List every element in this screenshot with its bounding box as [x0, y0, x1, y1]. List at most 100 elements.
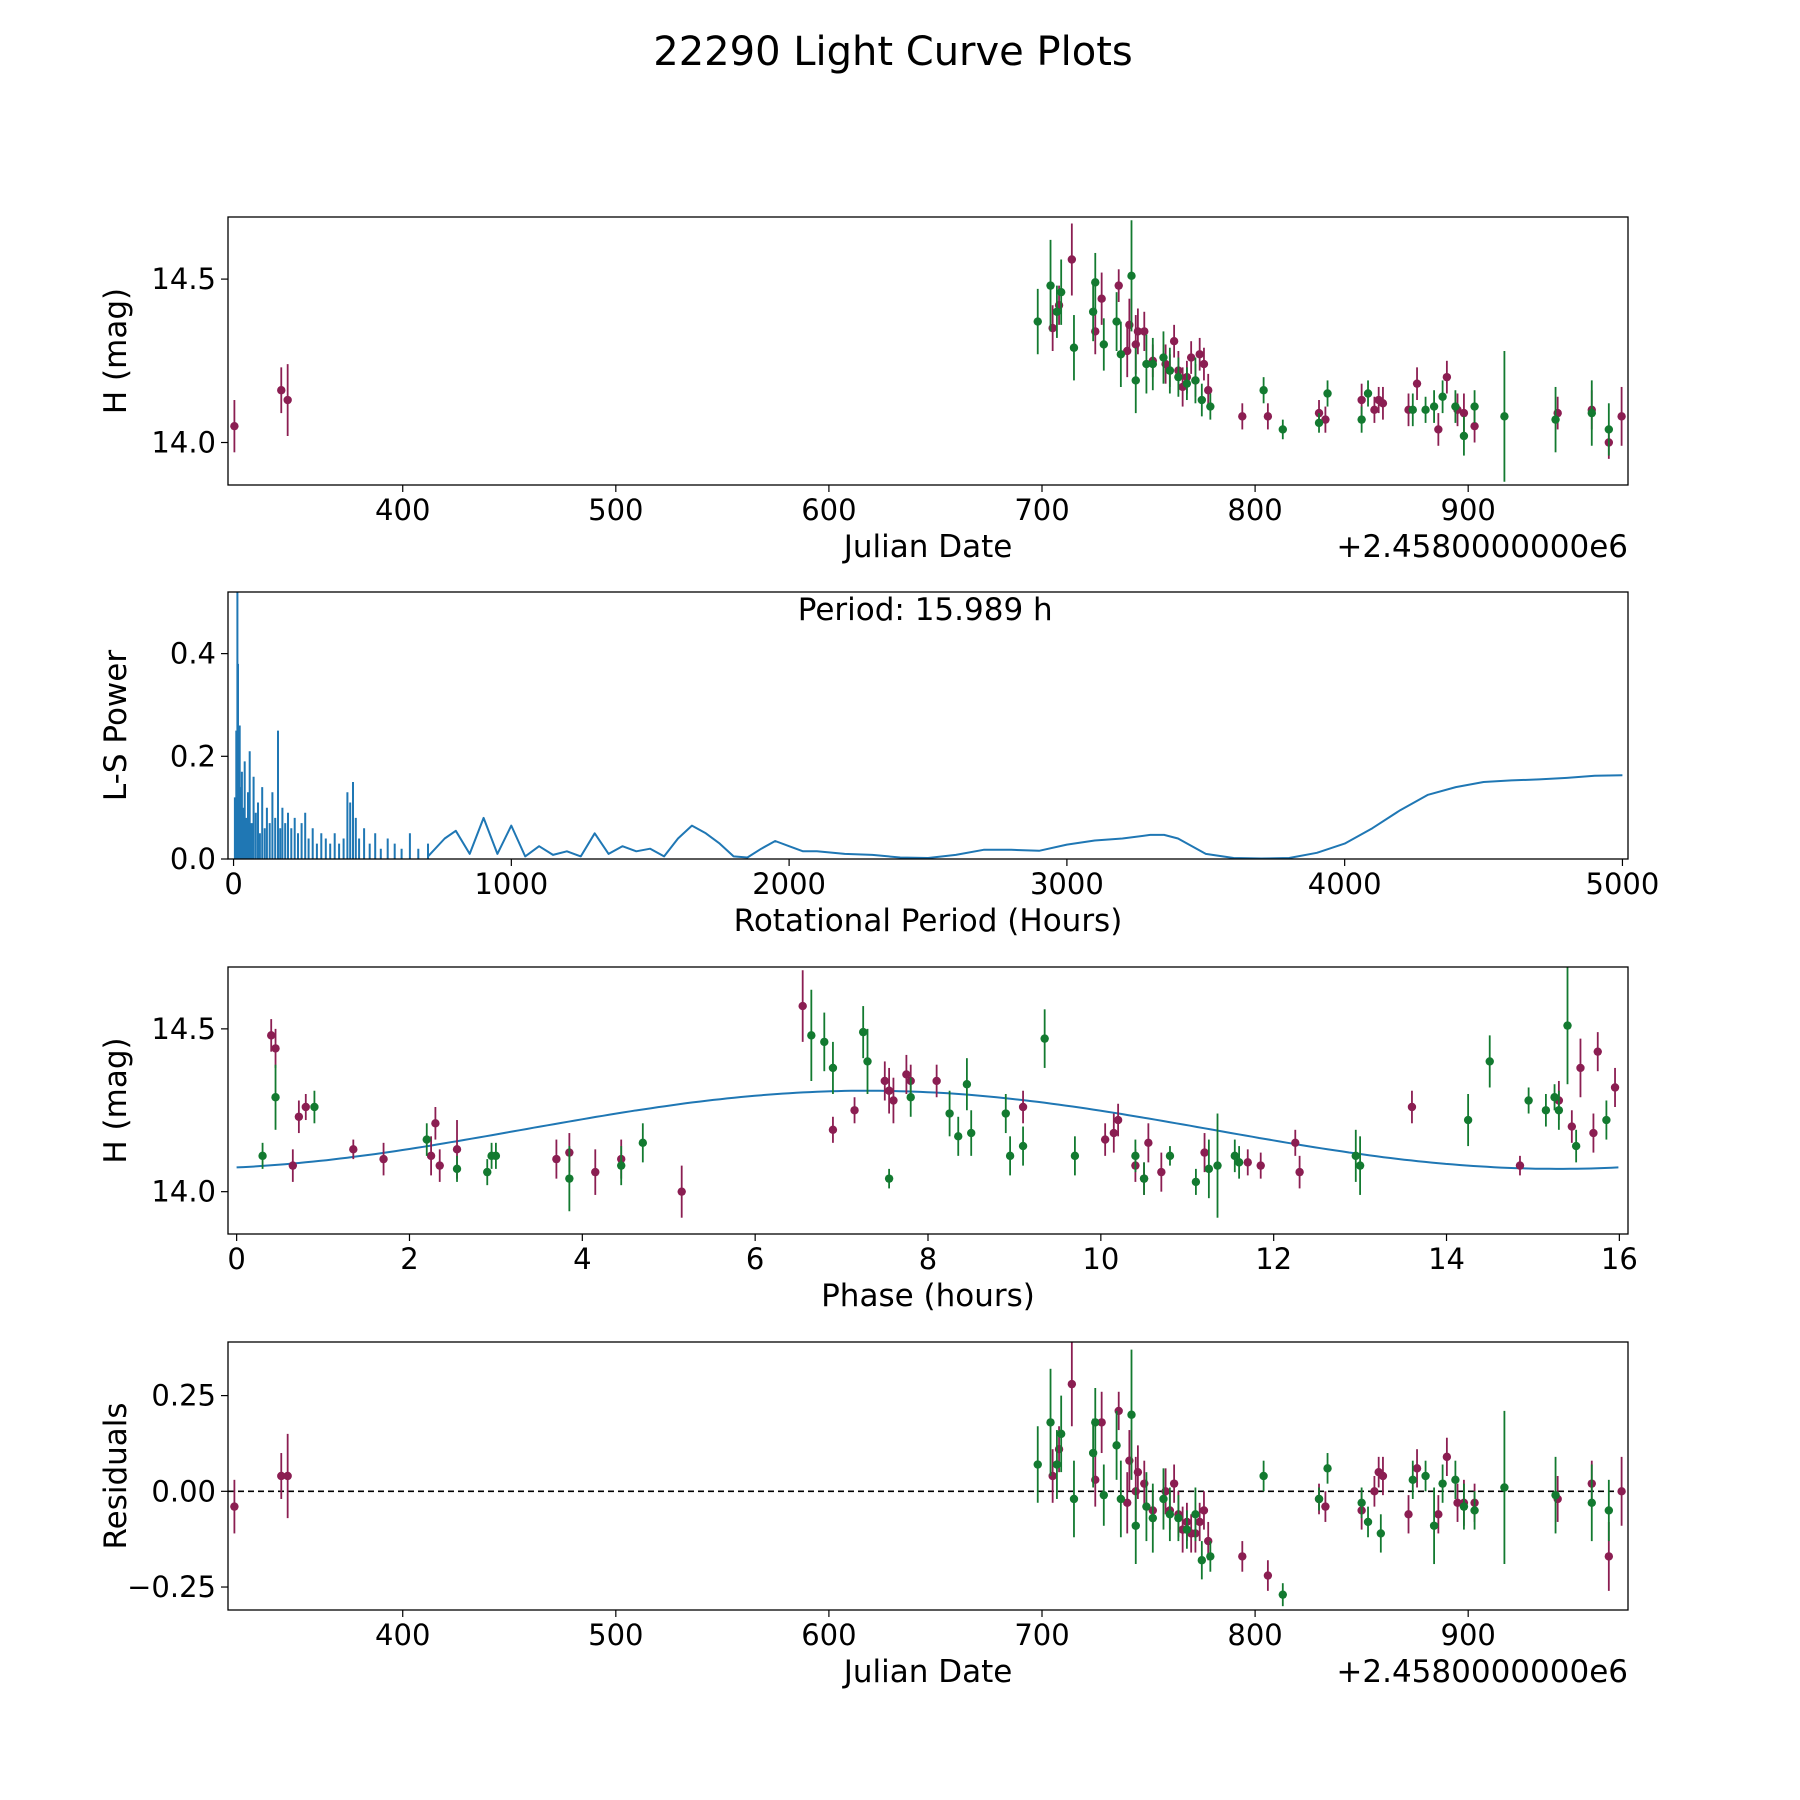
- residuals-ytick-label: 0.25: [151, 1379, 216, 1413]
- data-point: [1159, 353, 1168, 362]
- data-point: [1197, 395, 1207, 405]
- periodogram-xtick-label: 2000: [752, 867, 826, 901]
- data-point: [1459, 408, 1469, 418]
- lightcurve-frame: [227, 216, 1629, 486]
- data-point: [1195, 1517, 1204, 1527]
- data-point: [452, 1145, 462, 1154]
- data-point: [954, 1132, 963, 1141]
- data-point: [1182, 379, 1192, 388]
- data-point: [349, 1145, 358, 1154]
- data-point: [1567, 1122, 1577, 1131]
- data-point: [1131, 376, 1140, 385]
- data-point: [1165, 1151, 1175, 1161]
- data-point: [1604, 1506, 1614, 1515]
- phase-xtick-label: 4: [573, 1242, 591, 1276]
- data-point: [258, 1151, 267, 1161]
- lightcurve-plot-area: [230, 220, 1626, 482]
- data-point: [1470, 421, 1479, 431]
- data-point: [267, 1031, 276, 1040]
- data-point: [1554, 1106, 1564, 1115]
- data-point: [1451, 402, 1460, 411]
- data-point: [277, 386, 286, 395]
- data-point: [1515, 1161, 1525, 1170]
- data-point: [283, 395, 292, 405]
- phase-ylabel: H (mag): [98, 1037, 134, 1163]
- data-point: [294, 1112, 304, 1121]
- data-point: [1174, 1513, 1183, 1523]
- data-point: [1355, 1161, 1365, 1170]
- data-point: [1142, 359, 1151, 369]
- periodogram-frame: [227, 591, 1629, 860]
- data-point: [1069, 1494, 1079, 1504]
- data-point: [1412, 379, 1422, 388]
- phase-xtick-label: 12: [1255, 1242, 1292, 1276]
- residuals-xlabel: Julian Date: [842, 1654, 1013, 1690]
- data-point: [1500, 412, 1509, 421]
- data-point: [1604, 425, 1614, 434]
- data-point: [1001, 1109, 1010, 1118]
- data-point: [1434, 1510, 1443, 1519]
- model-curve: [236, 1089, 1619, 1170]
- data-point: [1139, 1174, 1149, 1183]
- data-point: [1112, 1441, 1121, 1450]
- data-point: [1434, 425, 1443, 434]
- data-point: [962, 1080, 972, 1089]
- period-annotation: Period: 15.989 h: [798, 592, 1053, 628]
- periodogram-ytick-label: 0.0: [170, 842, 216, 876]
- data-point: [1148, 359, 1158, 369]
- data-point: [1357, 1498, 1366, 1508]
- residuals-plot-area: [228, 1342, 1628, 1607]
- periodogram-xtick-label: 5000: [1586, 867, 1660, 901]
- data-point: [807, 1031, 816, 1040]
- panel-phase: 0 2 4 6 8 10 12 14 16 14.0 14.5 Phase (hours) H (mag…: [98, 966, 1638, 1314]
- data-point: [491, 1151, 501, 1161]
- data-point: [230, 1502, 239, 1511]
- phase-ytick-label: 14.5: [151, 1012, 216, 1046]
- phase-xtick-label: 8: [919, 1242, 937, 1276]
- residuals-xtick-label: 600: [801, 1618, 856, 1652]
- figure-title: 22290 Light Curve Plots: [653, 29, 1132, 75]
- data-point: [880, 1076, 889, 1086]
- lightcurve-xtick-label: 500: [588, 493, 643, 527]
- data-point: [798, 1001, 807, 1011]
- periodogram-xtick-label: 0: [224, 867, 242, 901]
- data-point: [271, 1093, 280, 1102]
- data-point: [889, 1096, 898, 1105]
- lightcurve-xtick-label: 800: [1227, 493, 1282, 527]
- data-point: [1234, 1158, 1244, 1167]
- data-point: [1378, 1471, 1388, 1481]
- data-point: [1206, 402, 1215, 411]
- data-point: [1159, 1494, 1168, 1504]
- data-point: [1459, 431, 1469, 441]
- data-point: [1097, 1418, 1106, 1427]
- data-point: [1370, 1487, 1379, 1496]
- data-point: [1291, 1138, 1300, 1148]
- data-point: [1524, 1096, 1533, 1105]
- data-point: [1408, 405, 1417, 415]
- data-point: [1200, 1148, 1209, 1157]
- data-point: [1429, 1521, 1439, 1530]
- data-point: [1314, 408, 1324, 418]
- data-point: [932, 1076, 941, 1086]
- data-point: [1541, 1106, 1551, 1115]
- data-point: [1263, 412, 1273, 421]
- data-point: [1357, 415, 1366, 424]
- data-point: [1408, 1475, 1417, 1485]
- data-point: [1052, 307, 1062, 316]
- data-point: [483, 1167, 492, 1177]
- data-point: [1230, 1151, 1239, 1161]
- residuals-offset-text: +2.4580000000e6: [1336, 1654, 1628, 1690]
- residuals-ytick-label: −0.25: [127, 1570, 216, 1604]
- data-point: [1278, 1590, 1287, 1599]
- data-point: [967, 1128, 976, 1138]
- data-point: [1259, 386, 1268, 395]
- residuals-xtick-label: 400: [375, 1618, 430, 1652]
- data-point: [1018, 1141, 1028, 1151]
- data-point: [1470, 402, 1479, 411]
- data-point: [1182, 1525, 1192, 1534]
- data-point: [1593, 1047, 1602, 1056]
- phase-xtick-label: 2: [400, 1242, 418, 1276]
- data-point: [1238, 412, 1247, 421]
- data-point: [1589, 1128, 1598, 1138]
- data-point: [1099, 340, 1108, 349]
